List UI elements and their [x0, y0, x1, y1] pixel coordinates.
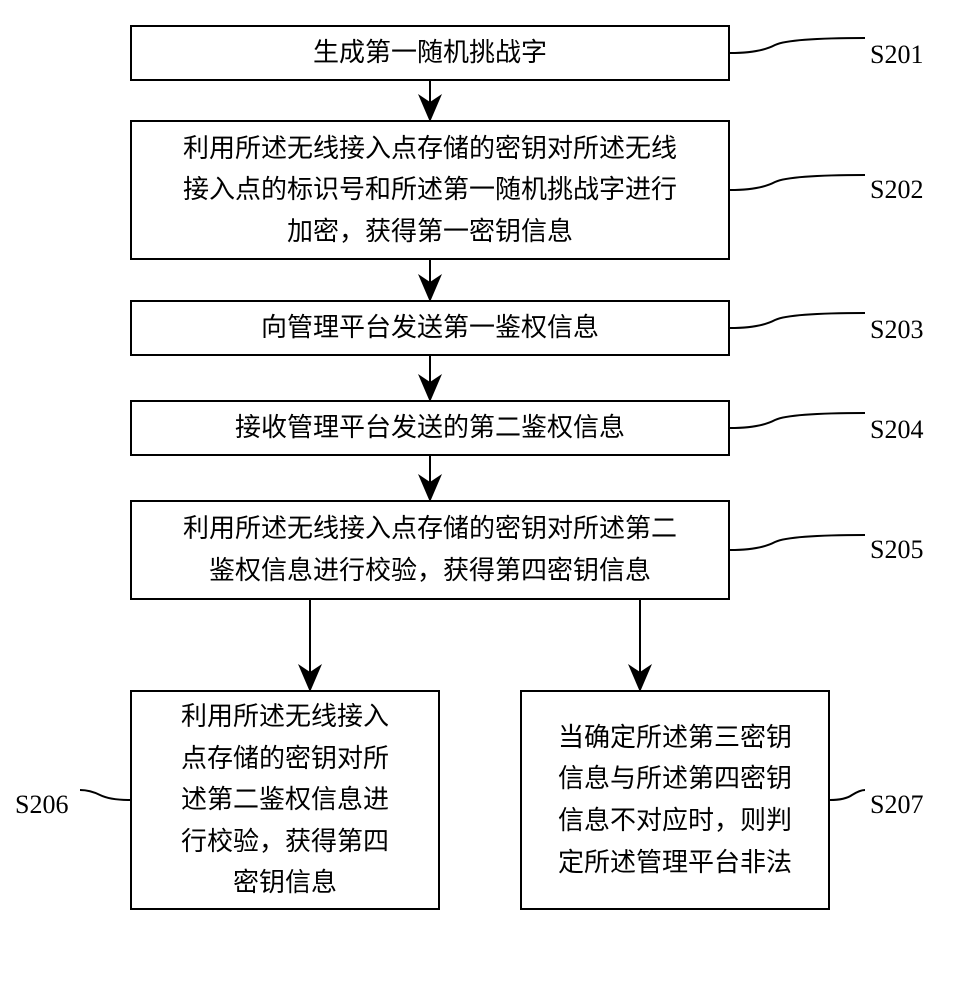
- node-text: 利用所述无线接入点存储的密钥对所述无线 接入点的标识号和所述第一随机挑战字进行 …: [183, 128, 677, 253]
- node-text: 向管理平台发送第一鉴权信息: [261, 307, 599, 349]
- node-s203: 向管理平台发送第一鉴权信息: [130, 300, 730, 356]
- node-text: 生成第一随机挑战字: [313, 32, 547, 74]
- node-s205: 利用所述无线接入点存储的密钥对所述第二 鉴权信息进行校验，获得第四密钥信息: [130, 500, 730, 600]
- flowchart-canvas: 生成第一随机挑战字 利用所述无线接入点存储的密钥对所述无线 接入点的标识号和所述…: [0, 0, 973, 1000]
- node-s201: 生成第一随机挑战字: [130, 25, 730, 81]
- label-s203: S203: [870, 315, 923, 345]
- node-text: 当确定所述第三密钥 信息与所述第四密钥 信息不对应时，则判 定所述管理平台非法: [558, 717, 792, 883]
- node-s204: 接收管理平台发送的第二鉴权信息: [130, 400, 730, 456]
- label-s202: S202: [870, 175, 923, 205]
- label-s206: S206: [15, 790, 68, 820]
- node-s206: 利用所述无线接入 点存储的密钥对所 述第二鉴权信息进 行校验，获得第四 密钥信息: [130, 690, 440, 910]
- node-text: 接收管理平台发送的第二鉴权信息: [235, 407, 625, 449]
- label-s205: S205: [870, 535, 923, 565]
- node-s207: 当确定所述第三密钥 信息与所述第四密钥 信息不对应时，则判 定所述管理平台非法: [520, 690, 830, 910]
- node-text: 利用所述无线接入点存储的密钥对所述第二 鉴权信息进行校验，获得第四密钥信息: [183, 508, 677, 591]
- label-s204: S204: [870, 415, 923, 445]
- node-text: 利用所述无线接入 点存储的密钥对所 述第二鉴权信息进 行校验，获得第四 密钥信息: [181, 696, 389, 904]
- label-s207: S207: [870, 790, 923, 820]
- node-s202: 利用所述无线接入点存储的密钥对所述无线 接入点的标识号和所述第一随机挑战字进行 …: [130, 120, 730, 260]
- label-s201: S201: [870, 40, 923, 70]
